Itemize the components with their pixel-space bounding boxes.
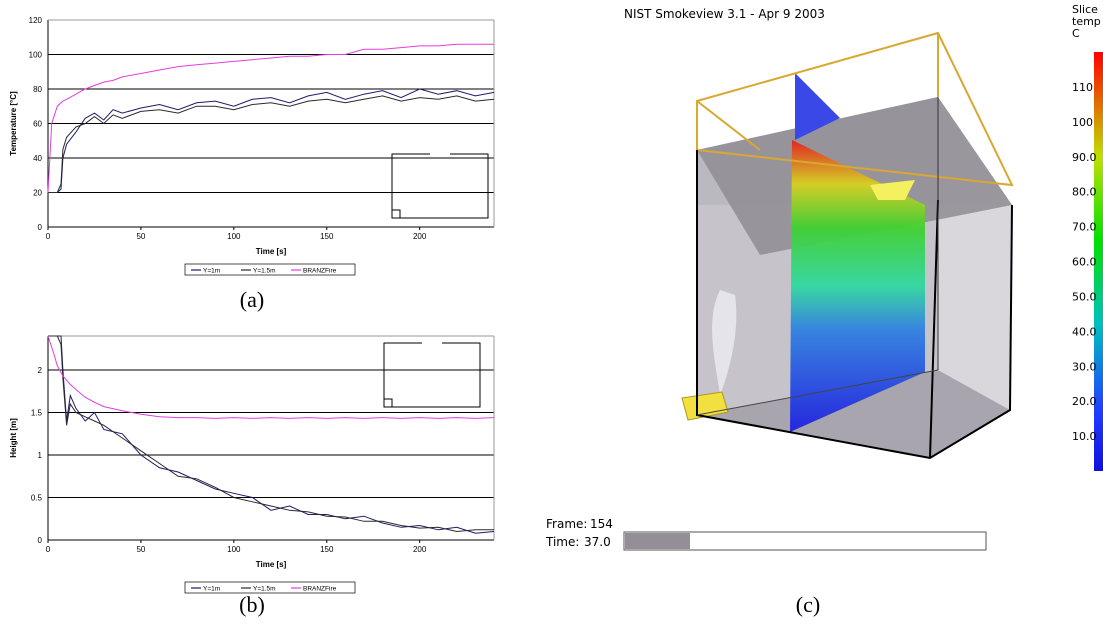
figure: NIST Smokeview 3.1 - Apr 9 2003 Slice te… <box>0 0 1103 625</box>
y-tick-label: 2 <box>38 366 43 375</box>
inset-room <box>392 154 488 218</box>
page: {"chart_data": [ {"type": "line", "capti… <box>0 0 1103 630</box>
y-tick-label: 0 <box>38 223 43 232</box>
caption: (b) <box>239 592 265 617</box>
legend-label: Y=1.5m <box>253 268 276 275</box>
x-axis-title: Time [s] <box>256 247 287 256</box>
y-tick-label: 80 <box>33 85 42 94</box>
colorbar-tick-label: 110 <box>1072 81 1093 94</box>
y-tick-label: 20 <box>33 189 42 198</box>
caption: (c) <box>796 592 820 617</box>
colorbar-tick-label: 50.0 <box>1072 290 1097 303</box>
y-tick-label: 0.5 <box>31 494 43 503</box>
inset-room <box>384 343 480 407</box>
time-label: Time: <box>545 535 579 549</box>
colorbar-tick-label: 100 <box>1072 116 1093 129</box>
x-tick-label: 150 <box>320 545 334 554</box>
smokeview-title: NIST Smokeview 3.1 - Apr 9 2003 <box>624 7 825 21</box>
frame-value: 154 <box>590 517 613 531</box>
colorbar-tick-label: 40.0 <box>1072 325 1097 338</box>
colorbar-tick-label: 80.0 <box>1072 186 1097 199</box>
x-tick-label: 50 <box>136 545 145 554</box>
time-value: 37.0 <box>584 535 611 549</box>
legend-label: BRANZFire <box>303 586 337 593</box>
x-tick-label: 100 <box>227 232 241 241</box>
x-axis-title: Time [s] <box>256 560 287 569</box>
x-tick-label: 0 <box>46 545 51 554</box>
colorbar-tick-label: 90.0 <box>1072 151 1097 164</box>
colorbar-tick-label: 70.0 <box>1072 221 1097 234</box>
caption: (a) <box>240 287 264 312</box>
y-tick-label: 120 <box>29 16 43 25</box>
colorbar-tick-label: 30.0 <box>1072 360 1097 373</box>
colorbar-title: C <box>1072 27 1080 40</box>
colorbar-tick-label: 60.0 <box>1072 256 1097 269</box>
colorbar-tick-label: 20.0 <box>1072 395 1097 408</box>
x-tick-label: 150 <box>320 232 334 241</box>
y-tick-label: 100 <box>29 51 43 60</box>
y-tick-label: 40 <box>33 154 42 163</box>
frame-label: Frame: <box>546 517 587 531</box>
x-tick-label: 100 <box>227 545 241 554</box>
y-tick-label: 0 <box>38 536 43 545</box>
legend-label: Y=1m <box>203 268 220 275</box>
progress-fill <box>625 533 690 549</box>
smokeview-scene <box>682 33 1012 458</box>
x-tick-label: 200 <box>413 545 427 554</box>
legend-label: Y=1m <box>203 586 220 593</box>
colorbar-tick-label: 10.0 <box>1072 430 1097 443</box>
y-tick-label: 1.5 <box>31 409 43 418</box>
y-tick-label: 1 <box>38 451 43 460</box>
y-tick-label: 60 <box>33 120 42 129</box>
y-axis-title: Height [m] <box>9 418 18 458</box>
y-axis-title: Temperature [°C] <box>9 91 18 156</box>
x-tick-label: 50 <box>136 232 145 241</box>
x-tick-label: 200 <box>413 232 427 241</box>
x-tick-label: 0 <box>46 232 51 241</box>
legend-label: BRANZFire <box>303 268 337 275</box>
